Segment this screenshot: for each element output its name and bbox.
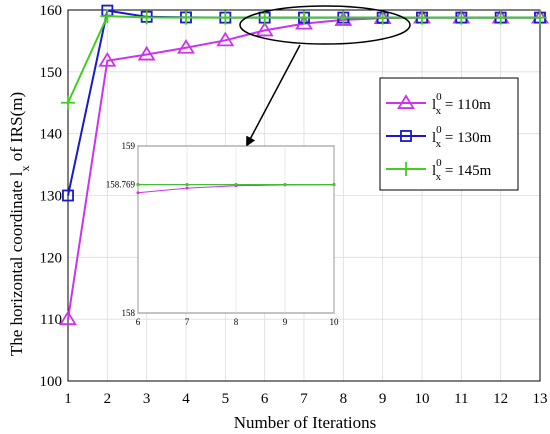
inset-grid (137, 145, 335, 314)
legend-marker (399, 162, 413, 176)
data-point (62, 189, 74, 202)
legend-label-sub: x (436, 171, 442, 183)
y-tick-label: 130 (40, 189, 63, 205)
inset-data-point (234, 183, 238, 187)
inset-data-point (332, 183, 336, 187)
inset-x-tick-label: 10 (330, 317, 340, 327)
y-tick-label: 140 (40, 127, 63, 143)
inset-series-3 (136, 183, 336, 187)
x-tick-label: 5 (222, 391, 230, 407)
data-point (61, 95, 75, 110)
y-tick-label: 110 (40, 312, 62, 328)
legend-label-base: l (432, 163, 436, 179)
inset-data-point (185, 186, 189, 190)
data-point (179, 10, 193, 25)
inset-data-point (185, 183, 189, 187)
x-tick-label: 2 (104, 391, 112, 407)
x-tick-label: 8 (340, 391, 348, 407)
data-point (59, 310, 77, 326)
legend-label-base: l (432, 97, 436, 113)
data-point (139, 10, 154, 25)
inset-series (136, 183, 336, 195)
legend-label: l0 x = 145m (432, 157, 492, 183)
legend-marker (400, 130, 412, 142)
data-point (415, 10, 429, 25)
x-tick-label: 1 (64, 391, 72, 407)
legend-box (379, 77, 519, 191)
x-tick-label: 10 (415, 391, 430, 407)
data-point (297, 10, 311, 25)
data-point (336, 10, 351, 25)
legend-marker (397, 94, 415, 109)
legend-label-value: = 130m (441, 130, 491, 146)
x-axis-label: Number of Iterations (234, 413, 377, 432)
data-point (98, 51, 117, 67)
inset-x-tick-label: 9 (283, 317, 288, 327)
legend-label-value: = 110m (441, 97, 491, 113)
inset-data-point (136, 191, 140, 195)
data-point (177, 38, 195, 54)
data-point (375, 10, 390, 25)
data-point (334, 11, 353, 26)
y-tick-label: 160 (40, 3, 63, 19)
legend-label-sup: 0 (436, 124, 442, 136)
x-tick-label: 7 (300, 391, 308, 407)
main-series (59, 4, 549, 326)
inset-plot: 6 7 8 9 10 158 158.769 159 (106, 141, 339, 327)
x-tick-label: 4 (182, 391, 190, 407)
legend-item-3: l0 x = 145m (386, 157, 492, 183)
legend-label-sub: x (436, 105, 442, 117)
series-3 (61, 9, 547, 110)
inset-tick-labels: 6 7 8 9 10 158 158.769 159 (106, 141, 339, 327)
data-point (493, 10, 508, 25)
y-axis-label: The horizontal coordinate lx of IRS(m) (7, 92, 32, 356)
y-tick-label: 150 (40, 65, 63, 81)
legend-label: l0 x = 110m (432, 91, 491, 117)
y-axis-label-sub: x (18, 166, 32, 172)
legend-label-sub: x (436, 138, 442, 150)
inset-data-point (136, 183, 140, 187)
data-point (257, 10, 272, 25)
x-tick-label: 11 (454, 391, 468, 407)
inset-x-tick-label: 7 (185, 317, 190, 327)
x-tick-label: 12 (493, 391, 508, 407)
legend-label: l0 x = 130m (432, 124, 492, 150)
data-point (218, 10, 233, 25)
y-tick-label: 120 (40, 250, 63, 266)
data-point (137, 45, 156, 61)
data-point (454, 10, 469, 25)
inset-y-tick-label: 159 (122, 141, 136, 151)
data-point (533, 10, 547, 25)
x-tick-label: 6 (261, 391, 269, 407)
legend-item-1: l0 x = 110m (386, 91, 491, 117)
legend-label-value: = 145m (441, 163, 491, 179)
legend-label-sup: 0 (436, 91, 442, 103)
y-axis-label-tail: of IRS(m) (7, 92, 26, 166)
legend-label-sup: 0 (436, 157, 442, 169)
x-tick-label: 3 (143, 391, 151, 407)
x-tick-label: 13 (533, 391, 548, 407)
inset-y-tick-label: 158 (122, 308, 136, 318)
data-point (100, 9, 115, 24)
zoom-arrow (246, 44, 301, 147)
x-tick-label: 9 (379, 391, 387, 407)
inset-x-tick-label: 6 (136, 317, 141, 327)
legend-item-2: l0 x = 130m (386, 124, 492, 150)
y-tick-label: 100 (40, 374, 63, 390)
highlight-ellipse (239, 5, 411, 45)
data-point (255, 21, 274, 37)
inset-data-point (283, 183, 287, 187)
y-axis-label-main: The horizontal coordinate l (7, 171, 26, 356)
legend-label-base: l (432, 130, 436, 146)
inset-y-tick-label: 158.769 (106, 180, 136, 190)
inset-x-tick-label: 8 (234, 317, 239, 327)
data-point (216, 31, 235, 47)
